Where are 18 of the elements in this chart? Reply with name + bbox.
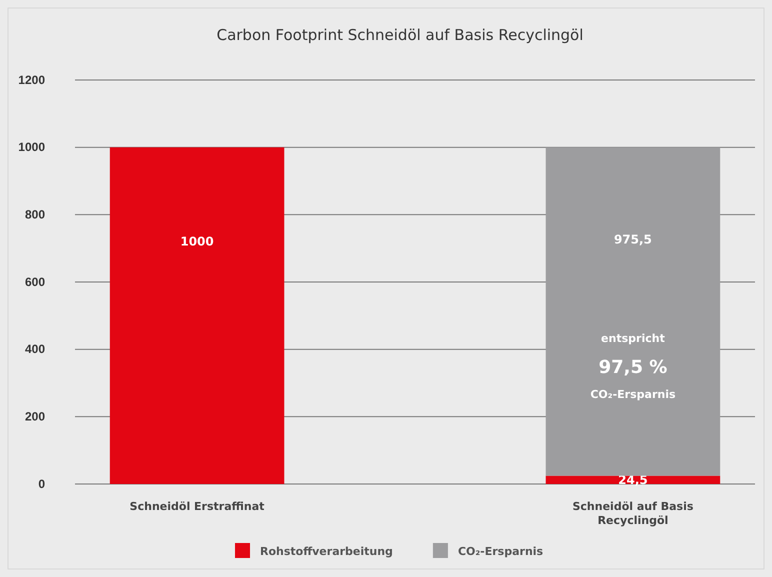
x-tick-label: Schneidöl auf Basis Recyclingöl [572, 500, 694, 527]
annotation: entspricht [601, 332, 665, 345]
legend-label: CO₂-Ersparnis [458, 545, 544, 558]
y-tick-label: 800 [24, 208, 46, 222]
annotation: CO₂-Ersparnis [590, 388, 676, 401]
y-tick-label: 1200 [18, 72, 46, 87]
y-tick-label: 0 [38, 476, 46, 491]
data-label: 24,5 [618, 472, 648, 487]
y-tick-label: 400 [24, 342, 46, 356]
data-label: 1000 [180, 234, 214, 249]
y-tick-label: 600 [24, 274, 46, 289]
chart-title: Carbon Footprint Schneidöl auf Basis Recyclingöl [216, 26, 584, 44]
annotation: 97,5 % [598, 357, 668, 378]
y-tick-label: 200 [24, 410, 46, 424]
x-tick-label: Schneidöl Erstraffinat [130, 500, 264, 513]
y-tick-label: 1000 [18, 140, 46, 154]
data-label: 975,5 [614, 232, 652, 246]
legend-label: Rohstoffverarbeitung [260, 545, 393, 558]
